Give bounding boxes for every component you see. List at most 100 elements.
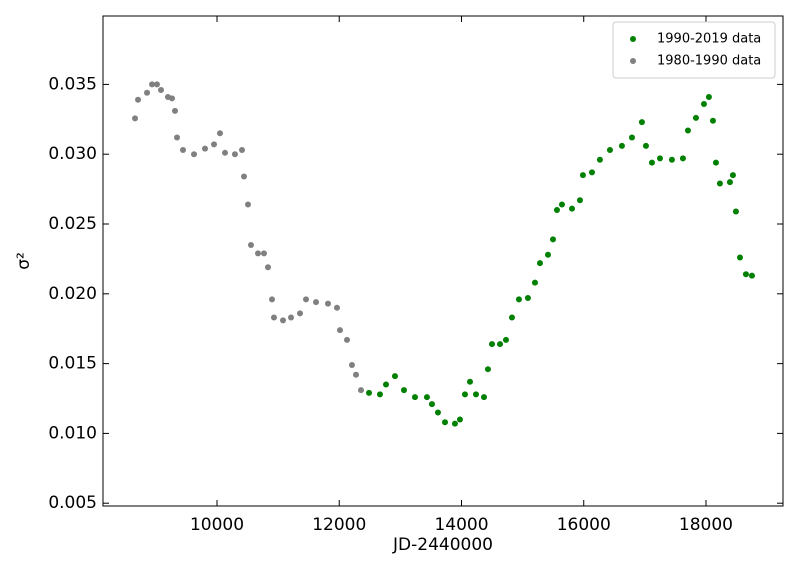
data-point bbox=[260, 250, 267, 257]
y-tick-label: 0.020 bbox=[48, 284, 97, 304]
data-point bbox=[748, 272, 755, 279]
data-point bbox=[508, 314, 515, 321]
data-point bbox=[255, 250, 262, 257]
data-point bbox=[336, 327, 343, 334]
y-tick-label: 0.025 bbox=[48, 214, 97, 234]
data-point bbox=[451, 420, 458, 427]
data-point bbox=[324, 300, 331, 307]
data-point bbox=[536, 260, 543, 267]
data-point bbox=[549, 236, 556, 243]
data-point bbox=[302, 296, 309, 303]
data-point bbox=[313, 299, 320, 306]
data-point bbox=[716, 180, 723, 187]
y-tick-label: 0.005 bbox=[48, 493, 97, 513]
y-axis-label: σ² bbox=[14, 252, 34, 270]
data-point bbox=[366, 389, 373, 396]
data-point bbox=[456, 416, 463, 423]
data-point bbox=[411, 394, 418, 401]
data-point bbox=[423, 394, 430, 401]
data-point bbox=[132, 115, 139, 122]
data-point bbox=[158, 86, 165, 93]
data-point bbox=[524, 294, 531, 301]
data-point bbox=[383, 381, 390, 388]
x-tick-label: 10000 bbox=[190, 515, 244, 535]
data-point bbox=[558, 201, 565, 208]
data-point bbox=[496, 341, 503, 348]
data-point bbox=[579, 172, 586, 179]
data-point bbox=[169, 95, 176, 102]
data-point bbox=[241, 173, 248, 180]
data-point bbox=[484, 366, 491, 373]
data-point bbox=[466, 378, 473, 385]
data-point bbox=[461, 391, 468, 398]
y-tick-label: 0.035 bbox=[48, 74, 97, 94]
legend-box bbox=[612, 21, 776, 79]
data-point bbox=[684, 127, 691, 134]
data-point bbox=[638, 119, 645, 126]
data-point bbox=[202, 145, 209, 152]
data-point bbox=[569, 205, 576, 212]
x-axis-label: JD-2440000 bbox=[392, 535, 493, 555]
data-point bbox=[726, 179, 733, 186]
data-point bbox=[596, 156, 603, 163]
data-point bbox=[441, 419, 448, 426]
data-point bbox=[149, 81, 156, 88]
data-point bbox=[736, 254, 743, 261]
data-point bbox=[153, 81, 160, 88]
data-point bbox=[709, 117, 716, 124]
data-point bbox=[247, 241, 254, 248]
data-point bbox=[358, 387, 365, 394]
data-point bbox=[628, 134, 635, 141]
data-point bbox=[244, 201, 251, 208]
data-point bbox=[348, 362, 355, 369]
data-point bbox=[231, 151, 238, 158]
legend-marker bbox=[630, 58, 636, 64]
y-tick-label: 0.010 bbox=[48, 423, 97, 443]
data-point bbox=[488, 341, 495, 348]
data-point bbox=[376, 391, 383, 398]
data-point bbox=[531, 279, 538, 286]
data-point bbox=[692, 114, 699, 121]
data-point bbox=[144, 89, 151, 96]
x-tick-label: 16000 bbox=[557, 515, 611, 535]
data-point bbox=[280, 317, 287, 324]
data-point bbox=[434, 409, 441, 416]
legend-label: 1980-1990 data bbox=[657, 54, 761, 69]
data-point bbox=[211, 141, 218, 148]
x-tick-label: 18000 bbox=[679, 515, 733, 535]
data-point bbox=[172, 107, 179, 114]
data-point bbox=[642, 142, 649, 149]
data-point bbox=[472, 391, 479, 398]
data-point bbox=[270, 314, 277, 321]
legend-marker bbox=[630, 36, 636, 42]
data-point bbox=[515, 296, 522, 303]
data-point bbox=[553, 207, 560, 214]
data-point bbox=[400, 387, 407, 394]
data-point bbox=[391, 373, 398, 380]
data-point bbox=[668, 156, 675, 163]
data-point bbox=[544, 251, 551, 258]
data-point bbox=[679, 155, 686, 162]
data-point bbox=[352, 371, 359, 378]
data-point bbox=[606, 147, 613, 154]
data-point bbox=[700, 100, 707, 107]
data-point bbox=[732, 208, 739, 215]
data-point bbox=[174, 134, 181, 141]
y-tick-label: 0.015 bbox=[48, 354, 97, 374]
data-point bbox=[742, 271, 749, 278]
data-point bbox=[502, 336, 509, 343]
y-tick-label: 0.030 bbox=[48, 144, 97, 164]
data-point bbox=[269, 296, 276, 303]
data-point bbox=[333, 304, 340, 311]
data-point bbox=[480, 394, 487, 401]
data-point bbox=[288, 314, 295, 321]
data-point bbox=[705, 93, 712, 100]
x-tick-label: 12000 bbox=[312, 515, 366, 535]
data-point bbox=[618, 142, 625, 149]
data-point bbox=[656, 155, 663, 162]
data-point bbox=[191, 151, 198, 158]
data-point bbox=[238, 147, 245, 154]
data-point bbox=[297, 310, 304, 317]
data-point bbox=[428, 401, 435, 408]
